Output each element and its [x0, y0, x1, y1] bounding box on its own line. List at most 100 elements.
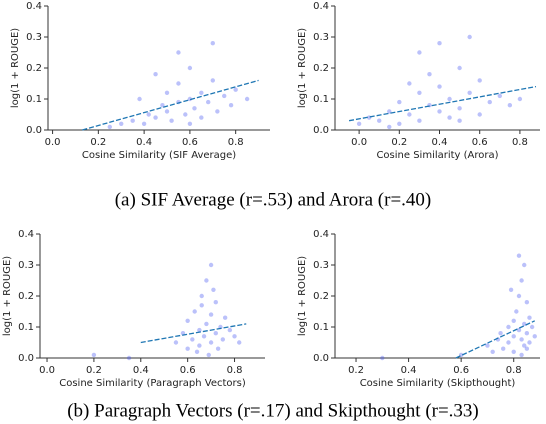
point: [511, 349, 516, 354]
point: [164, 90, 170, 96]
point: [185, 318, 190, 323]
point: [160, 103, 165, 108]
point: [222, 315, 228, 320]
x-axis-label: Cosine Similarity (SIF Average): [82, 150, 236, 161]
point: [215, 109, 220, 114]
point: [356, 121, 362, 127]
point: [141, 121, 147, 127]
x-axis-label: Cosine Similarity (Arora): [376, 150, 498, 161]
point: [197, 327, 202, 333]
point: [146, 112, 151, 117]
point: [477, 78, 482, 83]
point: [232, 334, 237, 339]
point: [457, 118, 462, 123]
fit-line: [82, 79, 259, 131]
y-axis-label: log(1 + ROUGE): [2, 256, 13, 336]
point: [508, 287, 514, 292]
x-tick-label: 0.4: [401, 365, 417, 376]
point: [527, 340, 532, 345]
point: [233, 87, 238, 92]
point: [487, 99, 492, 105]
point: [407, 81, 412, 86]
y-tick-label: 0.4: [18, 229, 34, 240]
x-tick-label: 0.0: [45, 137, 61, 148]
point: [507, 103, 513, 108]
point: [417, 118, 422, 123]
point: [522, 321, 527, 327]
point: [437, 84, 442, 89]
point: [511, 318, 516, 323]
point: [169, 118, 174, 123]
x-tick-label: 0.2: [348, 365, 364, 376]
point: [199, 115, 204, 120]
point: [199, 90, 204, 96]
point: [516, 293, 522, 299]
point: [126, 355, 132, 361]
point: [153, 115, 158, 120]
point: [437, 109, 442, 114]
point: [516, 253, 522, 258]
x-tick-label: 0.8: [506, 365, 522, 376]
x-tick-label: 0.6: [472, 137, 488, 148]
point: [457, 106, 462, 111]
y-tick-label: 0.4: [313, 229, 329, 240]
point: [447, 96, 452, 102]
point: [457, 65, 462, 71]
point: [185, 346, 190, 351]
point: [227, 327, 233, 333]
point: [524, 346, 530, 351]
point: [485, 343, 490, 348]
point: [194, 349, 200, 354]
x-tick-label: 0.6: [182, 137, 198, 148]
fit-line: [348, 85, 537, 122]
point: [377, 118, 382, 123]
x-axis-label: Cosine Similarity (Skipthought): [360, 378, 516, 389]
y-tick-label: 0.4: [313, 1, 329, 12]
y-axis-label: log(1 + ROUGE): [10, 28, 21, 108]
y-tick-label: 0.4: [26, 1, 42, 12]
point: [516, 327, 522, 333]
point: [506, 340, 511, 345]
x-tick-label: 0.8: [512, 137, 528, 148]
x-tick-label: 0.8: [227, 365, 243, 376]
caption: (b) Paragraph Vectors (r=.17) and Skipth…: [67, 400, 479, 421]
point: [187, 96, 193, 102]
point: [199, 293, 204, 299]
y-tick-label: 0.3: [313, 32, 329, 43]
point: [244, 96, 250, 102]
point: [206, 352, 211, 358]
point: [211, 287, 216, 292]
point: [407, 112, 412, 117]
point: [190, 337, 195, 342]
point: [208, 312, 214, 317]
x-tick-label: 0.4: [136, 137, 152, 148]
point: [447, 115, 452, 120]
point: [490, 349, 495, 354]
caption: (a) SIF Average (r=.53) and Arora (r=.40…: [115, 189, 432, 210]
point: [213, 331, 218, 336]
point: [380, 355, 385, 361]
point: [501, 346, 506, 351]
y-tick-label: 0.2: [313, 291, 329, 302]
point: [130, 118, 135, 123]
point: [529, 324, 535, 330]
x-tick-label: 0.2: [90, 137, 106, 148]
point: [164, 109, 170, 114]
point: [206, 99, 211, 105]
point: [506, 324, 511, 330]
point: [519, 352, 524, 358]
point: [222, 93, 227, 99]
point: [397, 99, 402, 105]
x-tick-label: 0.0: [351, 137, 367, 148]
point: [137, 96, 142, 102]
point: [187, 121, 193, 127]
fit-line: [140, 323, 247, 344]
point: [477, 112, 482, 117]
y-tick-label: 0.2: [313, 63, 329, 74]
point: [519, 337, 524, 342]
x-tick-label: 0.8: [228, 137, 244, 148]
point: [173, 340, 179, 345]
y-tick-label: 0.3: [313, 260, 329, 271]
point: [387, 109, 392, 114]
